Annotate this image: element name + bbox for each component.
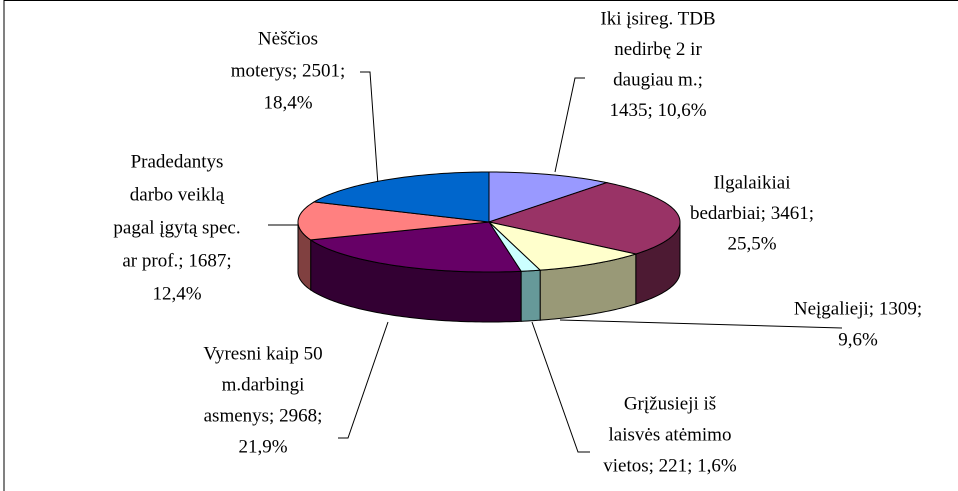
data-label: Grįžusieji iš	[624, 393, 716, 414]
leader-line	[554, 77, 585, 173]
pie-slice-side	[520, 269, 541, 322]
pie-slice	[309, 221, 522, 273]
pie-slice	[487, 221, 638, 271]
data-label: 18,4%	[263, 92, 312, 113]
pie-slice	[487, 182, 681, 255]
data-label: m.darbingi	[222, 374, 305, 395]
leader-line	[559, 319, 843, 329]
data-label: darbo veiklą	[130, 184, 225, 205]
data-label: Ilgalaikiai	[713, 172, 790, 193]
data-label: nedirbę 2 ir	[614, 39, 702, 60]
pie-slice	[312, 171, 490, 223]
data-label: moterys; 2501;	[231, 60, 346, 81]
pie-slice	[488, 171, 609, 223]
data-label: Nėščios	[258, 28, 318, 49]
data-label: 1435; 10,6%	[609, 100, 706, 121]
pie-slice	[297, 201, 490, 241]
data-label: vietos; 221; 1,6%	[603, 455, 737, 476]
data-label: 9,6%	[838, 329, 878, 350]
pie-slice	[488, 221, 542, 272]
data-label: asmenys; 2968;	[204, 405, 323, 426]
leader-line	[531, 321, 590, 453]
data-label: Iki įsireg. TDB	[600, 8, 715, 29]
leader-line	[338, 321, 389, 439]
data-label: laisvės atėmimo	[609, 424, 732, 445]
data-label: Pradedantys	[131, 151, 224, 172]
data-label: bedarbiai; 3461;	[690, 203, 814, 224]
data-label: Neįgalieji; 1309;	[794, 298, 922, 319]
data-label: Vyresni kaip 50	[203, 343, 322, 364]
data-label: pagal įgytą spec.	[113, 217, 240, 238]
data-label: 21,9%	[238, 436, 287, 457]
leader-line	[360, 71, 379, 186]
data-label: daugiau m.;	[613, 69, 703, 90]
data-label: 12,4%	[152, 283, 201, 304]
data-label: ar prof.; 1687;	[122, 250, 231, 271]
data-label: 25,5%	[727, 233, 776, 254]
